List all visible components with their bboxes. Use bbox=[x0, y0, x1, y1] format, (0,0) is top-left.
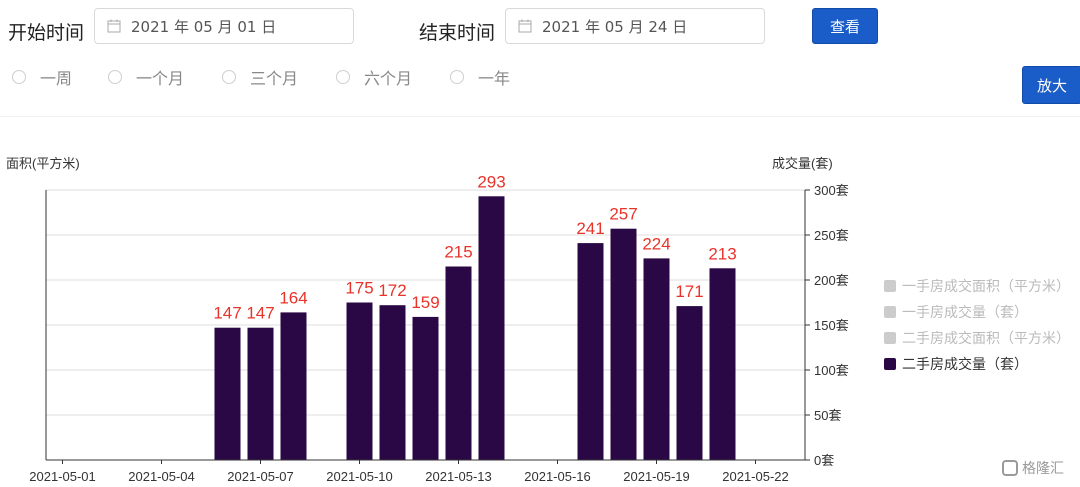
radio-circle bbox=[336, 70, 350, 84]
y-tick-label: 100套 bbox=[814, 363, 849, 378]
legend-label: 二手房成交面积（平方米） bbox=[902, 331, 1070, 347]
bar-value-label: 213 bbox=[708, 244, 736, 263]
y-tick-label: 300套 bbox=[814, 183, 849, 198]
legend-swatch bbox=[884, 332, 896, 344]
legend-swatch bbox=[884, 358, 896, 370]
radio-circle bbox=[12, 70, 26, 84]
radio-one-month[interactable]: 一个月 bbox=[108, 66, 184, 88]
bar-value-label: 293 bbox=[477, 172, 505, 191]
legend-item[interactable]: 二手房成交面积（平方米） bbox=[884, 328, 1070, 348]
radio-label: 一周 bbox=[40, 69, 73, 88]
radio-circle bbox=[108, 70, 122, 84]
radio-label: 六个月 bbox=[364, 69, 413, 88]
bar-value-label: 147 bbox=[246, 304, 274, 323]
bar bbox=[247, 327, 274, 460]
bar-value-label: 159 bbox=[411, 293, 439, 312]
bar-value-label: 175 bbox=[345, 279, 373, 298]
legend-swatch bbox=[884, 306, 896, 318]
y-tick-label: 0套 bbox=[814, 453, 834, 468]
radio-label: 一个月 bbox=[136, 69, 185, 88]
radio-circle bbox=[222, 70, 236, 84]
x-tick-label: 2021-05-19 bbox=[623, 469, 690, 484]
radio-label: 一年 bbox=[478, 69, 511, 88]
bar bbox=[610, 228, 637, 460]
y-tick-label: 50套 bbox=[814, 408, 841, 423]
bar-value-label: 171 bbox=[675, 282, 703, 301]
x-tick-label: 2021-05-07 bbox=[227, 469, 294, 484]
bar-value-label: 215 bbox=[444, 243, 472, 262]
bar-value-label: 257 bbox=[609, 205, 637, 224]
calendar-icon bbox=[107, 19, 121, 33]
bar-value-label: 164 bbox=[279, 288, 307, 307]
divider bbox=[0, 116, 1080, 117]
x-tick-label: 2021-05-13 bbox=[425, 469, 492, 484]
radio-week[interactable]: 一周 bbox=[12, 66, 72, 88]
start-date-value: 2021 年 05 月 01 日 bbox=[131, 17, 277, 36]
bar bbox=[412, 316, 439, 460]
bar-value-label: 147 bbox=[213, 304, 241, 323]
y-tick-label: 150套 bbox=[814, 318, 849, 333]
radio-circle bbox=[450, 70, 464, 84]
x-tick-label: 2021-05-01 bbox=[29, 469, 96, 484]
query-button[interactable]: 查看 bbox=[812, 8, 878, 44]
start-time-label: 开始时间 bbox=[8, 22, 85, 44]
watermark: 格隆汇 bbox=[1002, 458, 1064, 478]
bar-value-label: 241 bbox=[576, 219, 604, 238]
legend-label: 二手房成交量（套） bbox=[902, 357, 1028, 373]
right-axis-label: 成交量(套) bbox=[772, 156, 833, 171]
legend-label: 一手房成交量（套） bbox=[902, 305, 1028, 321]
radio-three-months[interactable]: 三个月 bbox=[222, 66, 298, 88]
x-tick-label: 2021-05-22 bbox=[722, 469, 789, 484]
left-axis-label: 面积(平方米) bbox=[6, 156, 80, 171]
legend-swatch bbox=[884, 280, 896, 292]
zoom-button[interactable]: 放大 bbox=[1022, 66, 1080, 104]
x-tick-label: 2021-05-10 bbox=[326, 469, 393, 484]
end-date-input[interactable]: 2021 年 05 月 24 日 bbox=[505, 8, 765, 44]
bar-value-label: 224 bbox=[642, 234, 670, 253]
legend-item[interactable]: 一手房成交面积（平方米） bbox=[884, 276, 1070, 296]
legend-label: 一手房成交面积（平方米） bbox=[902, 279, 1070, 295]
bar bbox=[676, 306, 703, 460]
bar bbox=[346, 302, 373, 460]
watermark-text: 格隆汇 bbox=[1022, 461, 1064, 477]
radio-six-months[interactable]: 六个月 bbox=[336, 66, 412, 88]
x-tick-label: 2021-05-04 bbox=[128, 469, 195, 484]
legend-item[interactable]: 二手房成交量（套） bbox=[884, 354, 1028, 374]
bar bbox=[280, 312, 307, 460]
bar bbox=[214, 327, 241, 460]
start-date-input[interactable]: 2021 年 05 月 01 日 bbox=[94, 8, 354, 44]
bar bbox=[643, 258, 670, 460]
bar-value-label: 172 bbox=[378, 281, 406, 300]
bar bbox=[445, 266, 472, 460]
legend-item[interactable]: 一手房成交量（套） bbox=[884, 302, 1028, 322]
bar bbox=[577, 243, 604, 460]
y-tick-label: 200套 bbox=[814, 273, 849, 288]
x-tick-label: 2021-05-16 bbox=[524, 469, 591, 484]
y-tick-label: 250套 bbox=[814, 228, 849, 243]
radio-one-year[interactable]: 一年 bbox=[450, 66, 510, 88]
calendar-icon bbox=[518, 19, 532, 33]
bar bbox=[478, 196, 505, 461]
end-date-value: 2021 年 05 月 24 日 bbox=[542, 17, 688, 36]
end-time-label: 结束时间 bbox=[419, 22, 496, 44]
radio-label: 三个月 bbox=[250, 69, 299, 88]
bar bbox=[379, 305, 406, 460]
bar bbox=[709, 268, 736, 460]
watermark-logo-icon bbox=[1002, 460, 1018, 476]
